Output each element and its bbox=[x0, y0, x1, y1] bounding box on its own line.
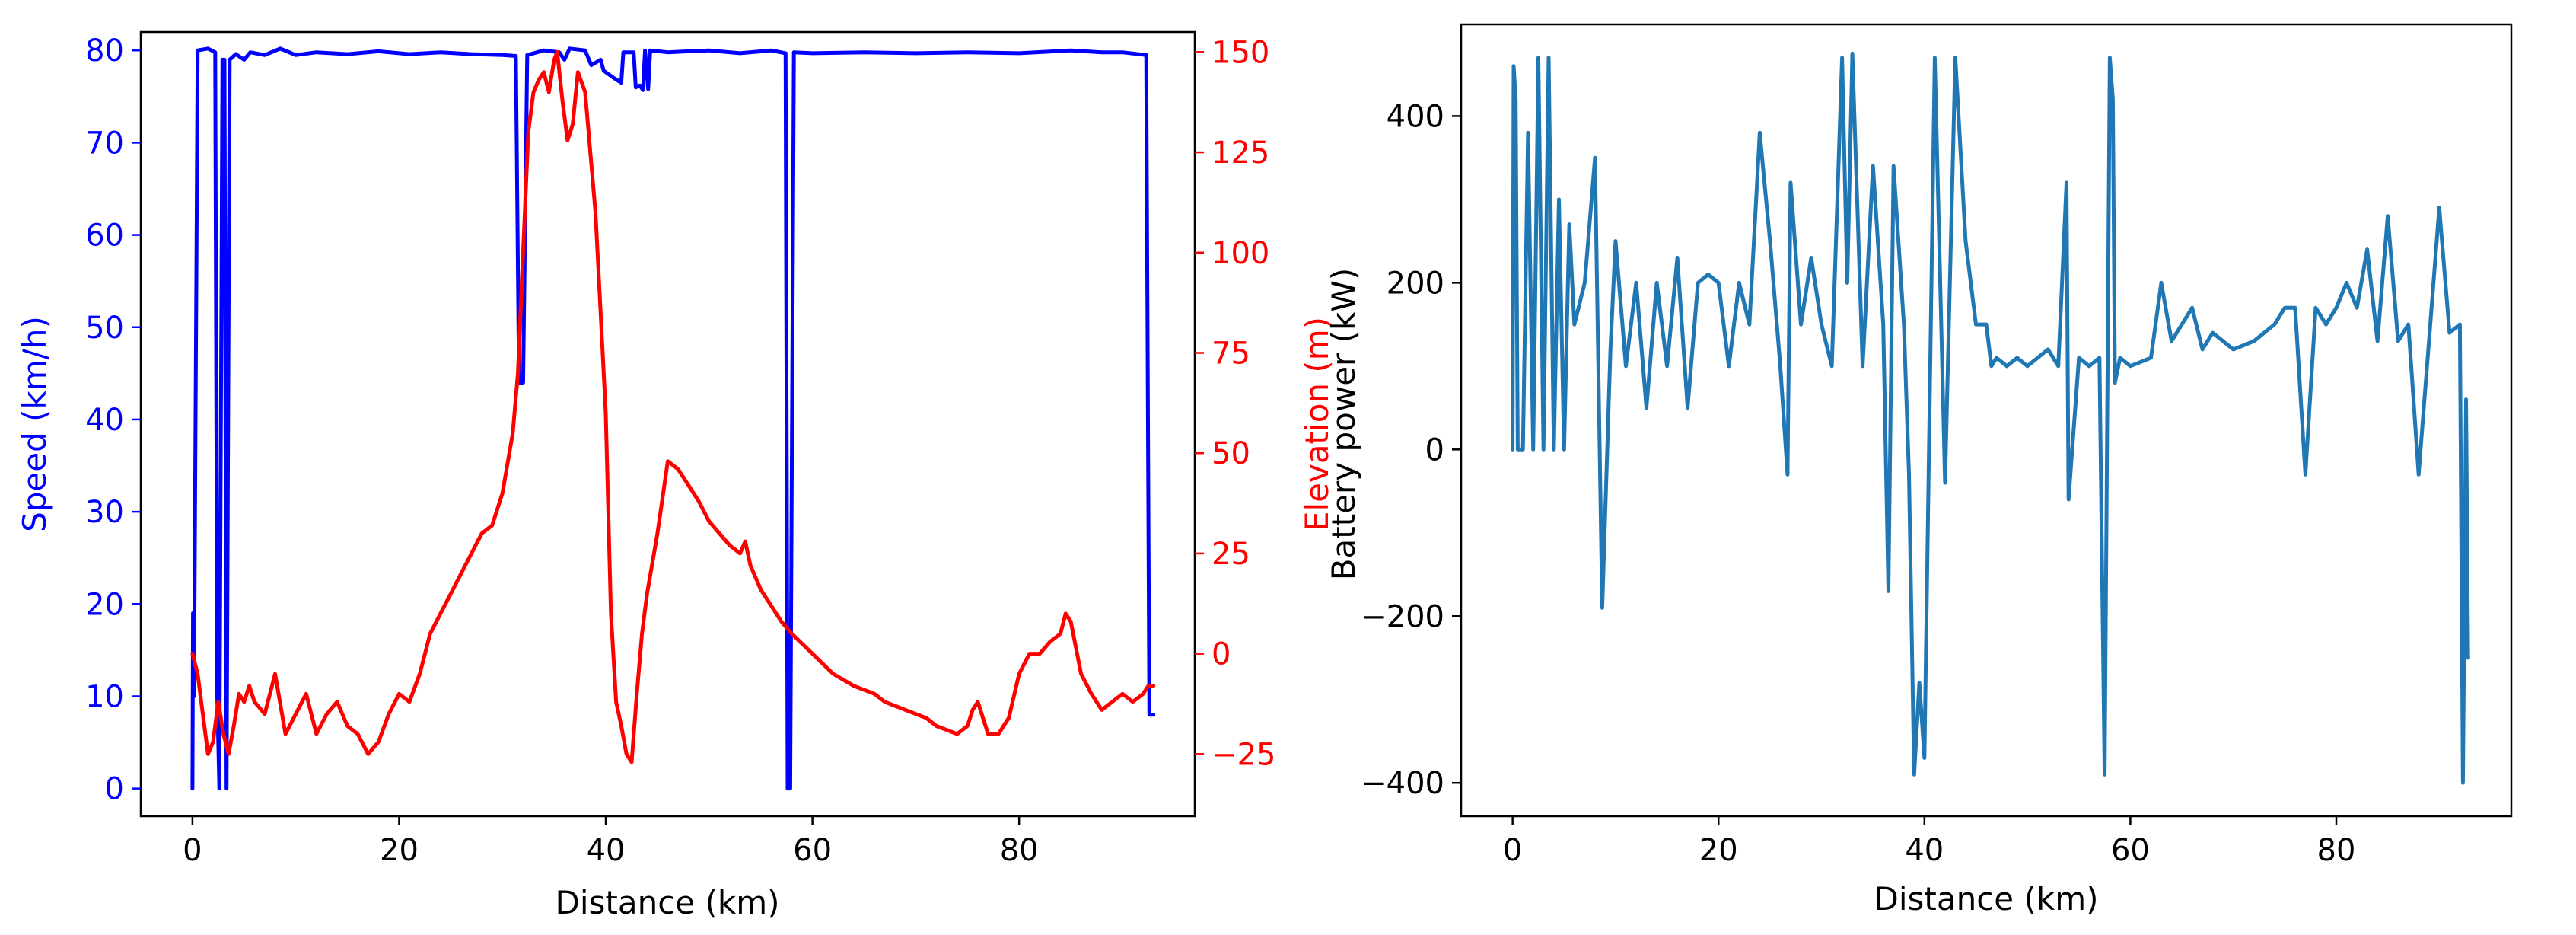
plot1-right-y-tick-label: 150 bbox=[1212, 35, 1269, 70]
plot2-y-tick-label: −200 bbox=[1361, 599, 1444, 634]
plot1-y-tick-label: 70 bbox=[85, 126, 124, 161]
plot2-axes-layer: 0 20 40 60 80 −400 −200 0 200 400 bbox=[1361, 99, 2355, 868]
plot2-x-axis-label: Distance (km) bbox=[1874, 880, 2098, 917]
plot1-series-line-1 bbox=[190, 46, 1156, 791]
plot1-right-y-tick-label: 0 bbox=[1212, 637, 1231, 672]
plot1-right-y-tick-label: 25 bbox=[1212, 537, 1250, 572]
plot1-y-tick-label: 50 bbox=[85, 311, 124, 346]
plot2-x-tick-label: 60 bbox=[2111, 833, 2150, 868]
plot1-x-axis-label: Distance (km) bbox=[555, 884, 779, 921]
plot1-y-tick-label: 30 bbox=[85, 495, 124, 530]
plot2-frame bbox=[1460, 23, 2513, 818]
plot2-series-line-1 bbox=[1511, 51, 2470, 785]
plot2-y-axis-label: Battery power (kW) bbox=[1325, 268, 1362, 581]
plot2-x-tick-label: 20 bbox=[1699, 833, 1738, 868]
plot1-x-tick-label: 40 bbox=[587, 833, 626, 868]
plot1-x-tick-label: 20 bbox=[380, 833, 419, 868]
plot2-y-tick-label: −400 bbox=[1361, 766, 1444, 801]
plot1-y-axis-label: Speed (km/h) bbox=[16, 316, 53, 532]
plot1-y-tick-label: 80 bbox=[85, 34, 124, 69]
plot1-y-tick-label: 40 bbox=[85, 403, 124, 438]
plot1-axes-layer: 0 20 40 60 80 0 10 20 30 40 50 60 70 80 −25 0 25 50 75 100 1… bbox=[85, 34, 1275, 868]
plot2-series-layer bbox=[1511, 51, 2470, 785]
plot1-y-tick-label: 20 bbox=[85, 587, 124, 622]
plot1-right-y-tick-label: 125 bbox=[1212, 136, 1269, 171]
plot1-series-line-2 bbox=[190, 49, 1156, 764]
plot1-x-tick-label: 60 bbox=[793, 833, 832, 868]
plot1-right-y-tick-label: 100 bbox=[1212, 236, 1269, 271]
plot1-y-tick-label: 0 bbox=[105, 772, 124, 807]
plot1-x-tick-label: 0 bbox=[183, 833, 202, 868]
plot2-y-tick-label: 200 bbox=[1387, 266, 1444, 301]
plot2-y-tick-label: 400 bbox=[1387, 99, 1444, 134]
chart-right-battery-power: 0 20 40 60 80 −400 −200 0 200 400 Distance (km) B… bbox=[1325, 23, 2513, 917]
plot1-y-tick-label: 60 bbox=[85, 219, 124, 254]
plot1-right-y-tick-label: −25 bbox=[1212, 737, 1275, 772]
plot2-x-tick-label: 40 bbox=[1905, 833, 1944, 868]
plot1-series-layer bbox=[190, 46, 1156, 791]
plot2-y-tick-label: 0 bbox=[1425, 432, 1444, 468]
plot2-x-tick-label: 80 bbox=[2317, 833, 2356, 868]
plot1-right-y-tick-label: 75 bbox=[1212, 336, 1250, 371]
plot1-y-tick-label: 10 bbox=[85, 679, 124, 714]
plot1-right-y-tick-label: 50 bbox=[1212, 436, 1250, 471]
plot1-x-tick-label: 80 bbox=[1000, 833, 1039, 868]
plot1-right-y-axis-label: Elevation (m) bbox=[1298, 317, 1336, 531]
plot1-frame bbox=[139, 30, 1196, 818]
chart-left-speed-elevation: 0 20 40 60 80 0 10 20 30 40 50 60 70 80 −25 0 25 50 75 100 1… bbox=[16, 30, 1336, 921]
plot2-x-tick-label: 0 bbox=[1503, 833, 1522, 868]
